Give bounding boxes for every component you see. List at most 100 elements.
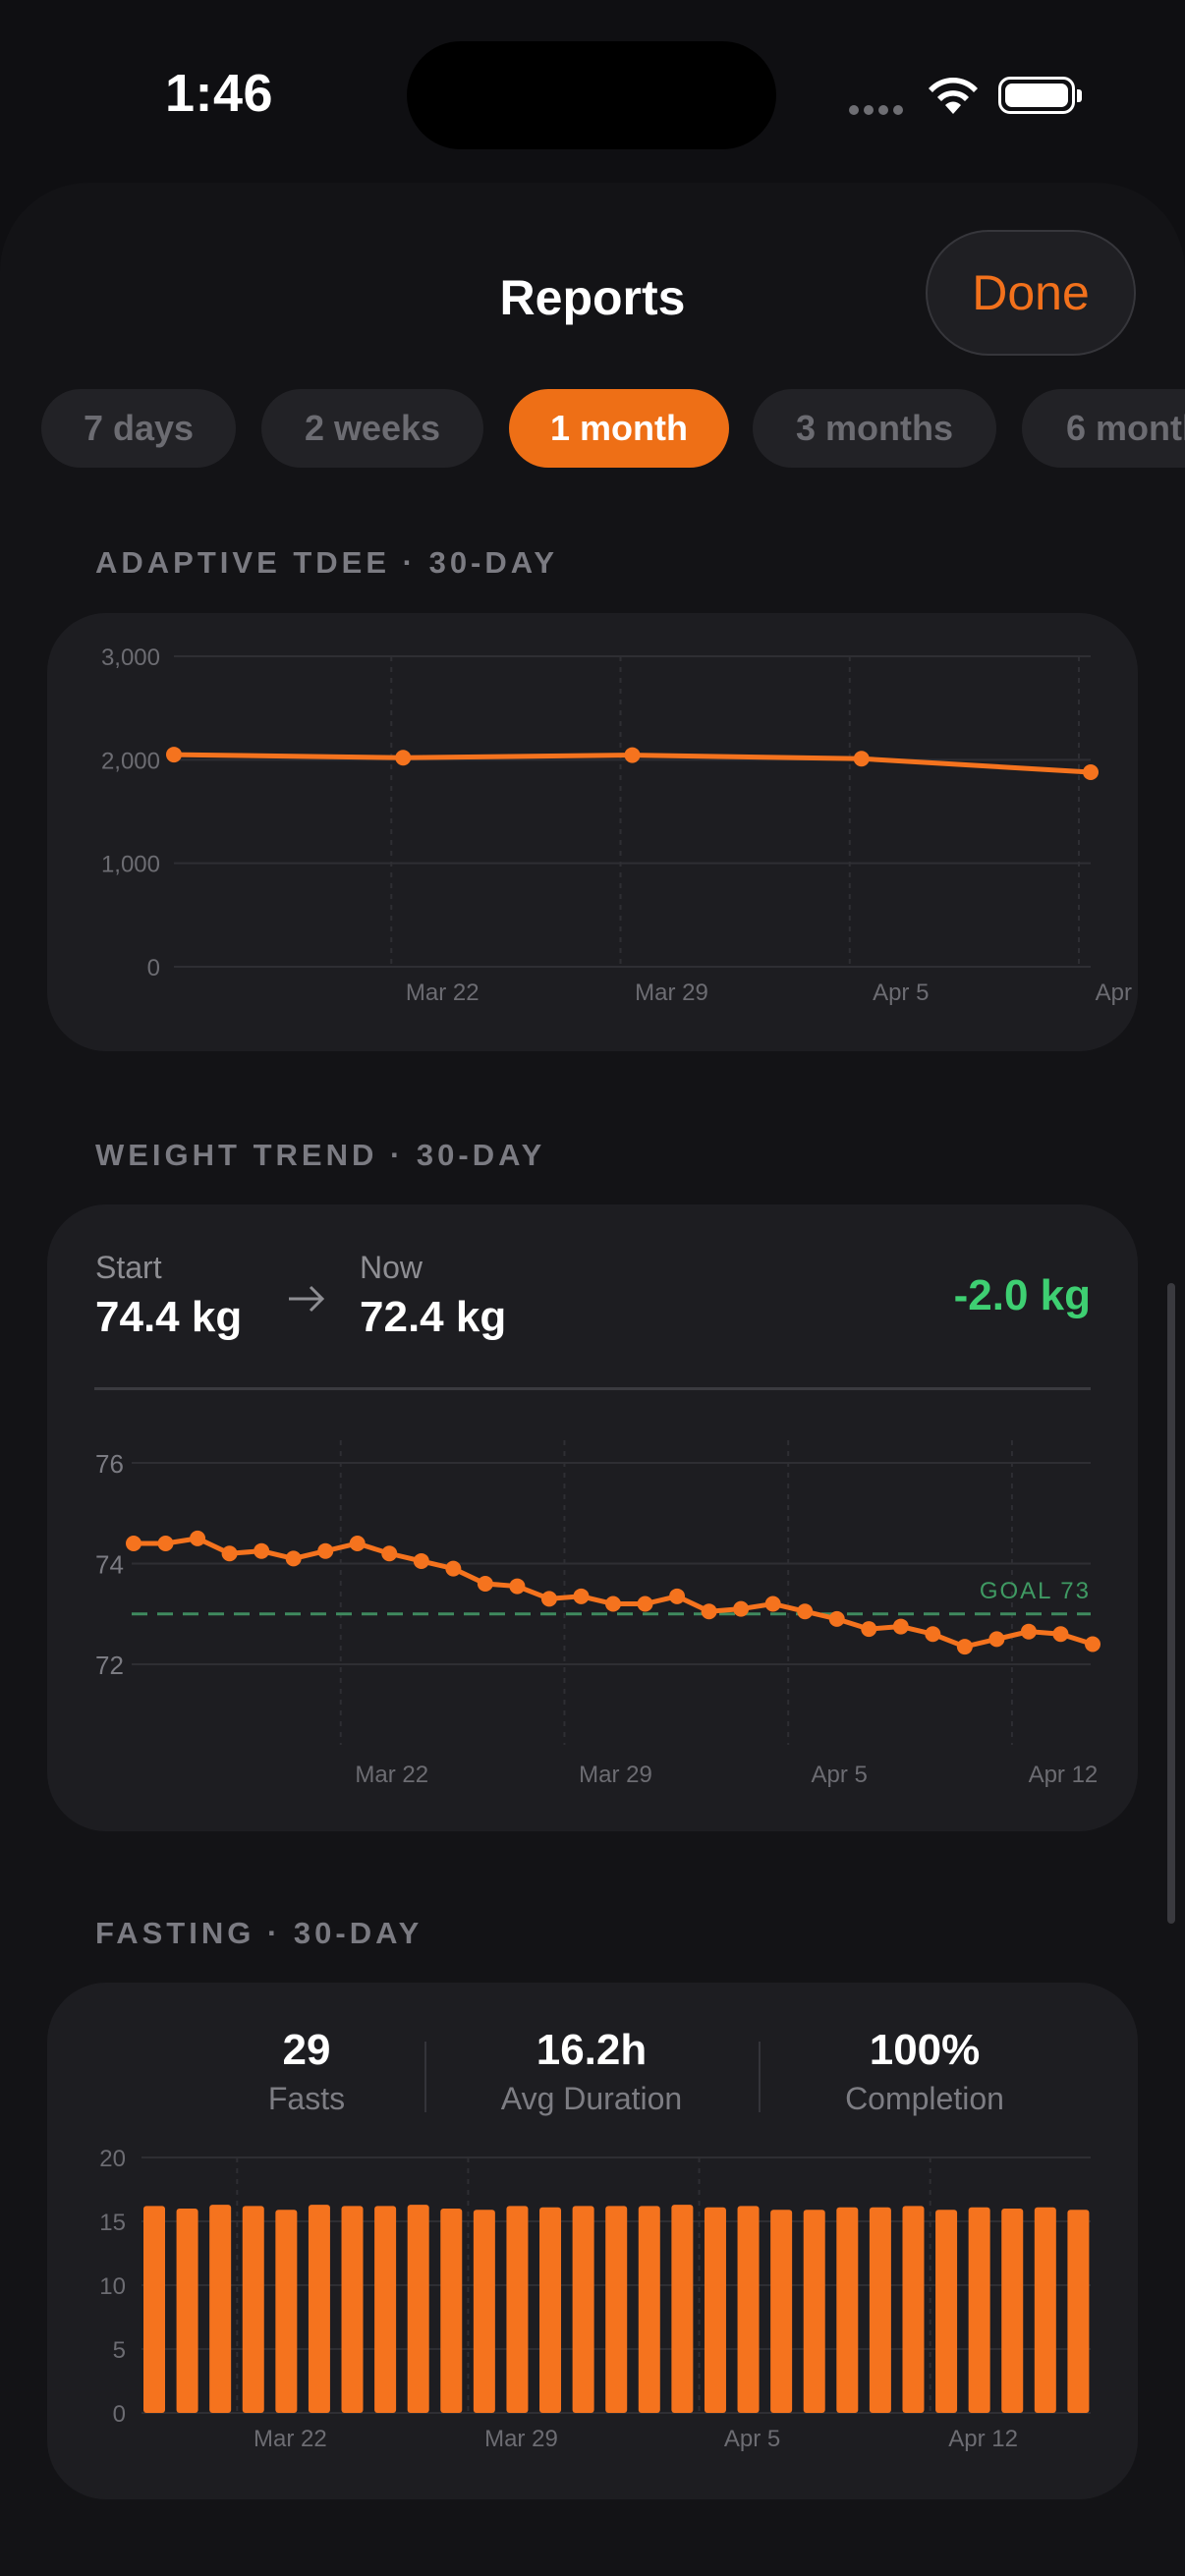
tab-1-month[interactable]: 1 month — [509, 389, 729, 468]
fasting-x-tick-label: Mar 22 — [254, 2426, 327, 2452]
start-label: Start — [95, 1250, 162, 1285]
tab-6-months[interactable]: 6 months — [1022, 389, 1185, 468]
weight-chart: 76 74 72 Mar 22 Mar 29 Apr 5 Apr 12 GOAL 73 — [95, 1440, 1100, 1788]
weight-data-point — [509, 1578, 526, 1595]
fasting-bar — [572, 2206, 594, 2413]
tdee-x-tick-label: Mar 29 — [635, 980, 708, 1006]
stat-separator — [424, 2042, 426, 2112]
weight-data-point — [988, 1631, 1005, 1648]
weight-divider — [94, 1387, 1091, 1390]
fasting-y-tick-label: 20 — [99, 2146, 126, 2172]
range-tabs: 7 days 2 weeks 1 month 3 months 6 months — [0, 389, 1185, 468]
fasting-card: 29 Fasts 16.2h Avg Duration 100% Complet… — [47, 1983, 1138, 2499]
fasting-bar — [473, 2210, 495, 2413]
tab-3-months[interactable]: 3 months — [753, 389, 996, 468]
tdee-y-tick-label: 3,000 — [101, 644, 160, 671]
scroll-indicator[interactable] — [1167, 1283, 1175, 1924]
weight-delta: -2.0 kg — [953, 1271, 1091, 1319]
fasting-bar — [341, 2206, 364, 2413]
weight-series-line — [134, 1536, 1094, 1650]
fasting-bar — [308, 2205, 330, 2413]
fasting-bar — [1001, 2209, 1024, 2413]
weight-data-point — [764, 1596, 781, 1612]
weight-data-point — [669, 1588, 686, 1604]
weight-data-point — [285, 1550, 302, 1567]
fasting-bar — [1067, 2210, 1090, 2413]
fasting-bar — [374, 2206, 397, 2413]
fasting-bar — [407, 2205, 429, 2413]
weight-data-point — [605, 1596, 621, 1612]
weight-x-tick-label: Apr 12 — [1029, 1762, 1099, 1788]
weight-x-tick-label: Apr 5 — [812, 1762, 868, 1788]
fasting-bar — [770, 2210, 793, 2413]
weight-data-point — [413, 1552, 429, 1569]
cellular-signal-icon — [849, 102, 908, 120]
battery-icon — [998, 77, 1082, 114]
fasting-bar — [209, 2205, 232, 2413]
fasts-stat: 29 Fasts — [141, 2026, 473, 2117]
fasting-bar — [440, 2209, 463, 2413]
tdee-data-point — [853, 751, 870, 767]
tdee-x-tick-label: Apr 12 — [1096, 980, 1138, 1006]
tdee-section-label: ADAPTIVE TDEE · 30-DAY — [95, 545, 558, 580]
weight-data-point — [221, 1545, 238, 1562]
fasting-bar — [803, 2210, 825, 2413]
weight-data-point — [797, 1603, 814, 1620]
weight-data-point — [1020, 1623, 1037, 1640]
weight-data-point — [157, 1536, 174, 1551]
avg-duration-label: Avg Duration — [500, 2081, 683, 2116]
fasting-bar — [968, 2207, 990, 2413]
tdee-y-tick-label: 0 — [147, 955, 160, 981]
weight-data-point — [1085, 1636, 1100, 1652]
weight-section-label: WEIGHT TREND · 30-DAY — [95, 1138, 546, 1172]
status-time: 1:46 — [165, 64, 274, 123]
now-label: Now — [360, 1250, 423, 1285]
weight-data-point — [956, 1639, 973, 1655]
fasts-value: 29 — [282, 2026, 331, 2074]
fasting-bar — [539, 2207, 562, 2413]
weight-data-point — [540, 1591, 557, 1607]
weight-data-point — [828, 1610, 845, 1627]
tab-2-weeks[interactable]: 2 weeks — [261, 389, 483, 468]
completion-label: Completion — [845, 2081, 1004, 2116]
fasting-bar — [176, 2209, 198, 2413]
tdee-data-point — [395, 750, 412, 766]
weight-data-point — [861, 1621, 877, 1638]
fasting-bar — [143, 2206, 165, 2413]
now-value: 72.4 kg — [360, 1293, 507, 1341]
fasting-y-tick-label: 10 — [99, 2273, 126, 2300]
weight-data-point — [701, 1603, 717, 1620]
tab-7-days[interactable]: 7 days — [41, 389, 236, 468]
fasting-chart: 20 15 10 5 0 Mar 22 Mar 29 Apr 5 Apr 12 — [99, 2146, 1091, 2452]
fasting-bar — [275, 2210, 298, 2413]
fasting-bar — [242, 2206, 264, 2413]
tdee-data-point — [166, 747, 182, 763]
fasting-y-tick-label: 5 — [113, 2337, 126, 2364]
tdee-x-tick-label: Mar 22 — [406, 980, 480, 1006]
weight-x-tick-label: Mar 29 — [579, 1762, 652, 1788]
weight-data-point — [573, 1588, 590, 1604]
tdee-data-point — [624, 747, 641, 763]
completion-value: 100% — [869, 2026, 981, 2074]
fasting-bar — [935, 2210, 958, 2413]
weight-data-point — [477, 1576, 493, 1592]
weight-y-tick-label: 72 — [95, 1651, 124, 1680]
avg-duration-value: 16.2h — [536, 2026, 648, 2074]
weight-data-point — [733, 1600, 750, 1617]
fasting-bar — [869, 2207, 891, 2413]
weight-data-point — [1052, 1626, 1069, 1643]
fasts-label: Fasts — [267, 2081, 346, 2116]
fasting-x-tick-label: Apr 5 — [724, 2426, 780, 2452]
weight-data-point — [254, 1542, 270, 1559]
goal-label: GOAL 73 — [980, 1578, 1091, 1604]
done-button[interactable]: Done — [926, 230, 1136, 356]
fasting-bar — [704, 2207, 726, 2413]
tdee-x-tick-label: Apr 5 — [873, 980, 929, 1006]
wifi-icon — [929, 78, 978, 114]
tdee-y-tick-label: 1,000 — [101, 852, 160, 878]
weight-card: Start 74.4 kg Now 72.4 kg -2.0 kg 76 74 72… — [47, 1204, 1138, 1831]
fasting-bar — [1034, 2207, 1056, 2413]
start-value: 74.4 kg — [95, 1293, 243, 1341]
fasting-bar — [638, 2206, 660, 2413]
stat-separator — [759, 2042, 761, 2112]
